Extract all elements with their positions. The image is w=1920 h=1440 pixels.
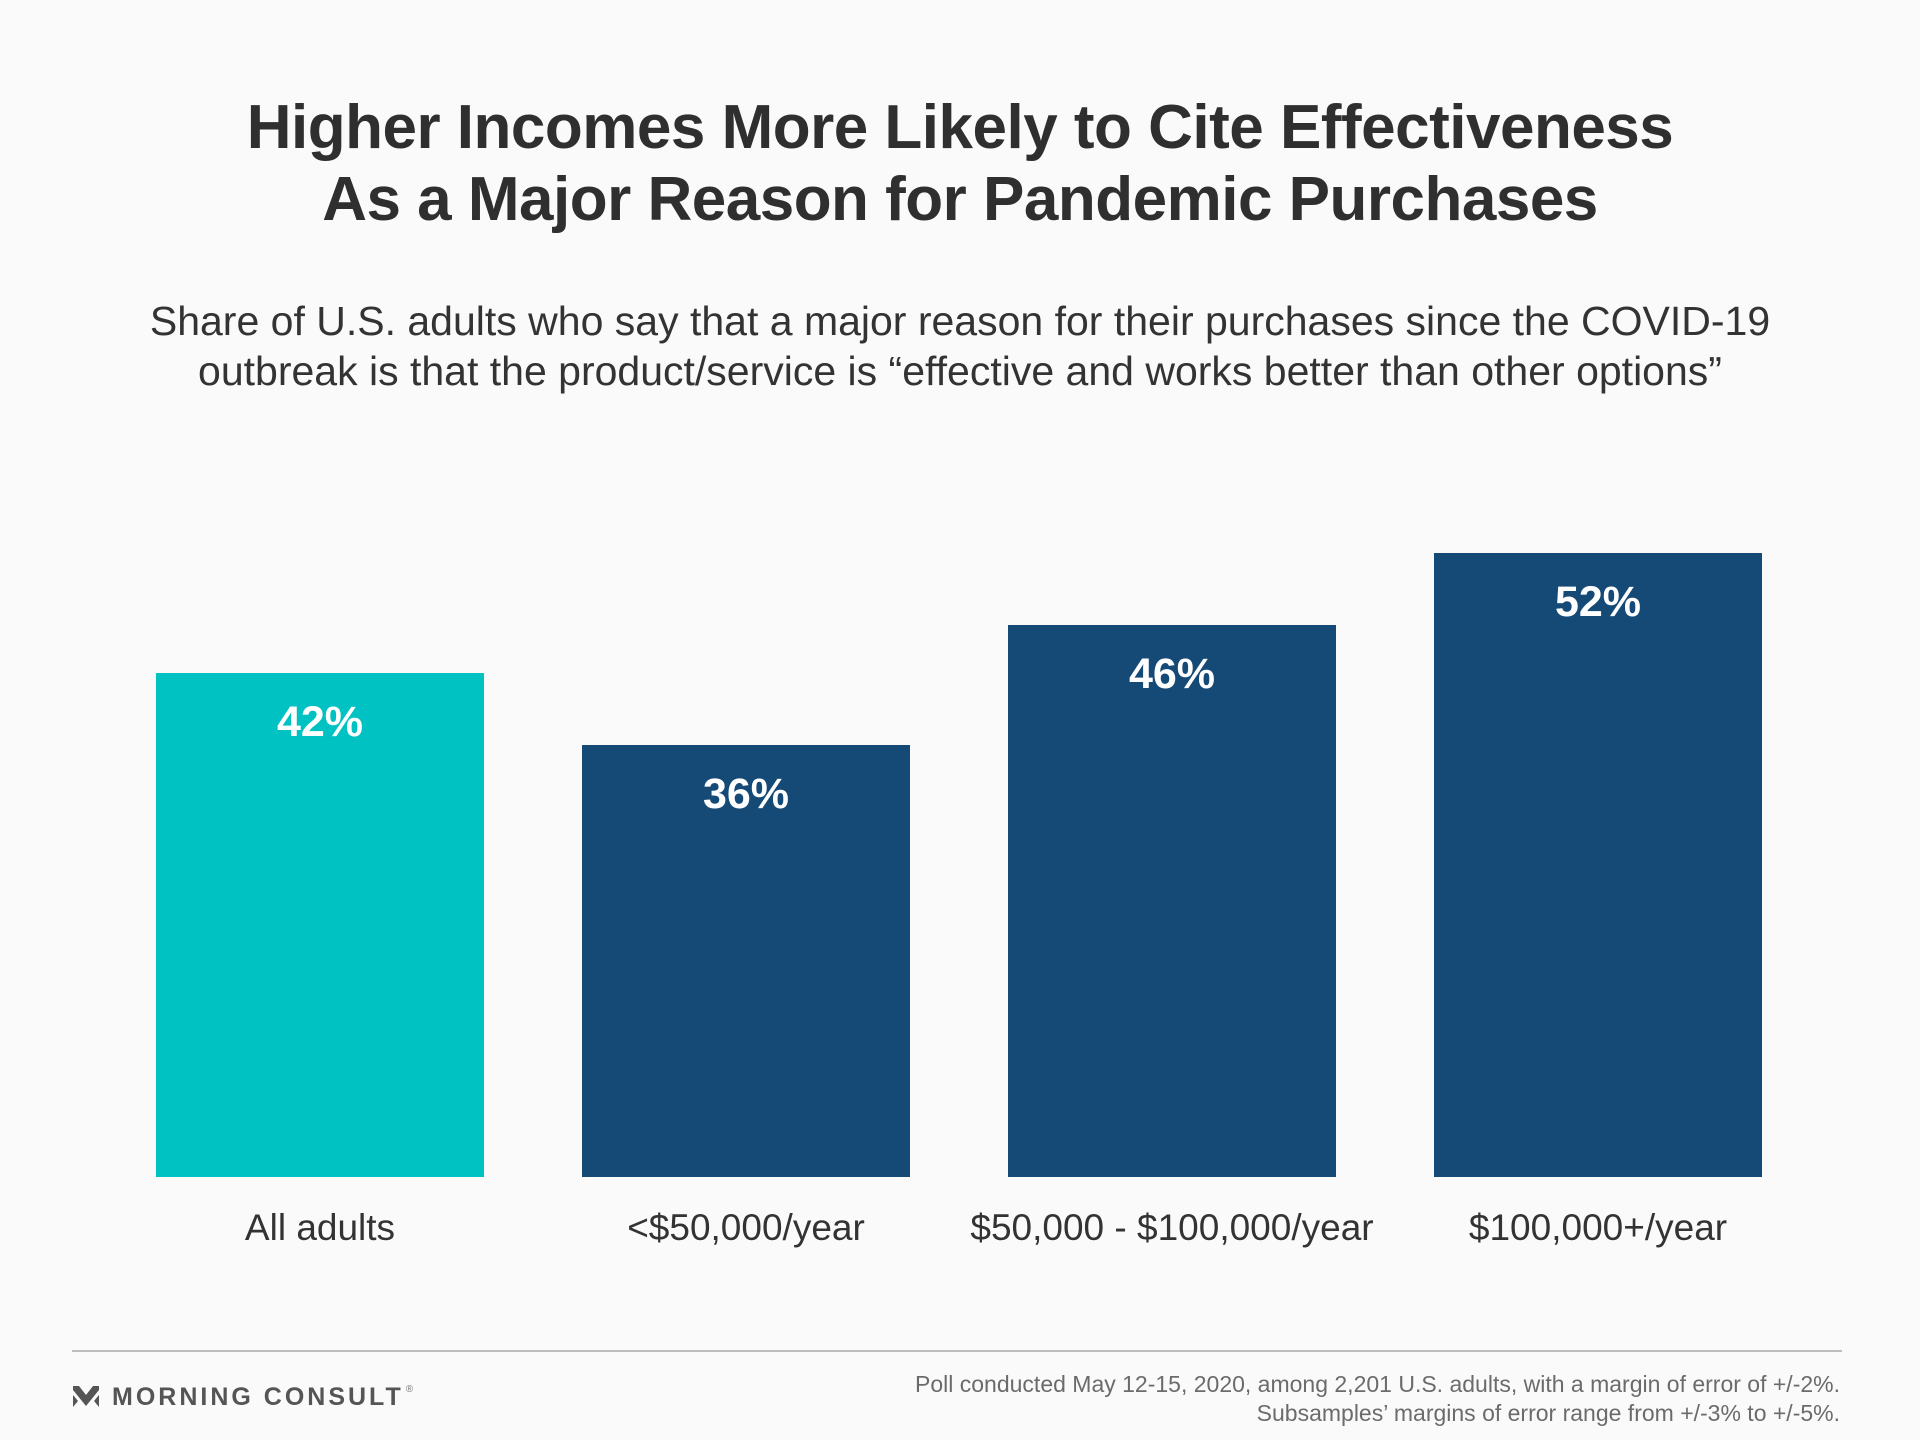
methodology-note-line-2: Subsamples’ margins of error range from … [1256,1400,1840,1426]
category-label-3: $100,000+/year [1469,1207,1727,1248]
category-label-1: <$50,000/year [627,1207,865,1248]
footer-divider [72,1350,1842,1352]
methodology-note-line-1: Poll conducted May 12-15, 2020, among 2,… [915,1371,1840,1397]
bar-2 [1008,625,1336,1177]
chart-subtitle-line-1: Share of U.S. adults who say that a majo… [149,298,1771,344]
bar-value-label-2: 46% [1129,650,1215,698]
chart-subtitle-line-2: outbreak is that the product/service is … [198,348,1722,394]
chart-title: Higher Incomes More Likely to Cite Effec… [0,92,1920,236]
bar-value-label-1: 36% [703,770,789,818]
bar-value-label-0: 42% [277,698,363,746]
category-label-0: All adults [245,1207,395,1248]
chart-title-line-1: Higher Incomes More Likely to Cite Effec… [246,93,1674,162]
brand-name: MORNING CONSULT [112,1382,404,1411]
bar-0 [156,673,484,1177]
morning-consult-logo-icon [73,1386,99,1407]
brand-trademark-mark: ® [405,1384,414,1395]
category-label-2: $50,000 - $100,000/year [970,1207,1373,1248]
chart-title-line-2: As a Major Reason for Pandemic Purchases [322,165,1598,234]
bar-1 [582,745,910,1177]
chart-subtitle: Share of U.S. adults who say that a majo… [0,296,1920,396]
brand-logo: MORNING CONSULT ® [72,1380,413,1414]
bar-value-label-3: 52% [1555,578,1641,626]
methodology-note: Poll conducted May 12-15, 2020, among 2,… [915,1370,1840,1428]
bar-3 [1434,553,1762,1177]
